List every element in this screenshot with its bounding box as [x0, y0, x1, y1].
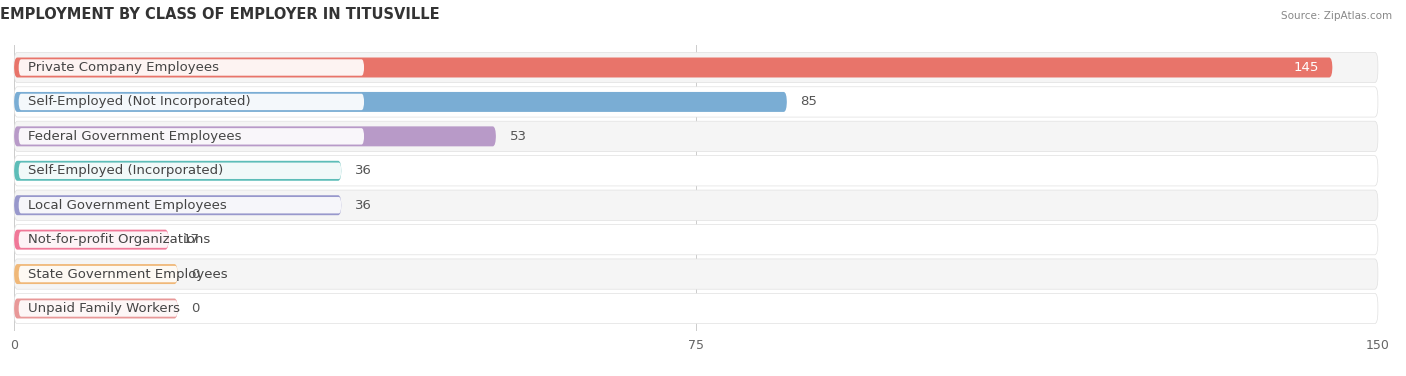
- FancyBboxPatch shape: [14, 224, 1378, 255]
- FancyBboxPatch shape: [14, 58, 1333, 77]
- FancyBboxPatch shape: [14, 264, 177, 284]
- Text: 0: 0: [191, 268, 200, 280]
- FancyBboxPatch shape: [14, 156, 1378, 186]
- Text: Local Government Employees: Local Government Employees: [28, 199, 226, 212]
- FancyBboxPatch shape: [18, 162, 342, 179]
- FancyBboxPatch shape: [14, 87, 1378, 117]
- FancyBboxPatch shape: [14, 190, 1378, 220]
- FancyBboxPatch shape: [14, 195, 342, 215]
- FancyBboxPatch shape: [14, 259, 1378, 289]
- Text: Federal Government Employees: Federal Government Employees: [28, 130, 242, 143]
- FancyBboxPatch shape: [18, 59, 364, 76]
- FancyBboxPatch shape: [14, 293, 1378, 324]
- FancyBboxPatch shape: [14, 230, 169, 250]
- FancyBboxPatch shape: [18, 94, 364, 110]
- FancyBboxPatch shape: [18, 300, 177, 317]
- FancyBboxPatch shape: [18, 197, 342, 214]
- FancyBboxPatch shape: [18, 232, 169, 248]
- Text: Unpaid Family Workers: Unpaid Family Workers: [28, 302, 180, 315]
- Text: 36: 36: [354, 199, 373, 212]
- Text: 17: 17: [183, 233, 200, 246]
- Text: 53: 53: [509, 130, 527, 143]
- Text: Self-Employed (Not Incorporated): Self-Employed (Not Incorporated): [28, 96, 250, 108]
- Text: State Government Employees: State Government Employees: [28, 268, 228, 280]
- Text: Private Company Employees: Private Company Employees: [28, 61, 219, 74]
- FancyBboxPatch shape: [14, 121, 1378, 152]
- Text: EMPLOYMENT BY CLASS OF EMPLOYER IN TITUSVILLE: EMPLOYMENT BY CLASS OF EMPLOYER IN TITUS…: [0, 7, 440, 22]
- Text: Not-for-profit Organizations: Not-for-profit Organizations: [28, 233, 209, 246]
- FancyBboxPatch shape: [14, 161, 342, 181]
- Text: 85: 85: [800, 96, 817, 108]
- FancyBboxPatch shape: [18, 266, 177, 282]
- FancyBboxPatch shape: [14, 299, 177, 318]
- Text: Source: ZipAtlas.com: Source: ZipAtlas.com: [1281, 11, 1392, 21]
- FancyBboxPatch shape: [14, 92, 787, 112]
- FancyBboxPatch shape: [14, 126, 496, 146]
- Text: 145: 145: [1294, 61, 1319, 74]
- Text: 36: 36: [354, 164, 373, 177]
- FancyBboxPatch shape: [14, 52, 1378, 83]
- FancyBboxPatch shape: [18, 128, 364, 144]
- Text: Self-Employed (Incorporated): Self-Employed (Incorporated): [28, 164, 224, 177]
- Text: 0: 0: [191, 302, 200, 315]
